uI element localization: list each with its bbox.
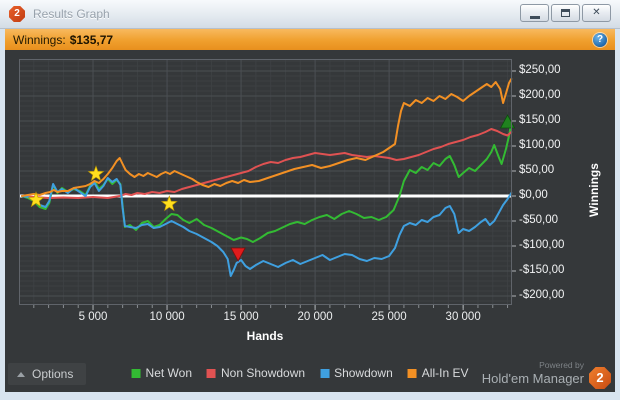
x-axis-tick-label: 20 000	[297, 311, 333, 323]
title-bar[interactable]: 2 Results Graph ✕	[0, 0, 620, 29]
options-label: Options	[32, 367, 74, 381]
legend-swatch	[407, 368, 417, 378]
star-marker	[87, 165, 105, 182]
y-axis-tick-label: $0,00	[519, 189, 548, 201]
legend-label: Net Won	[145, 366, 192, 380]
holdem-manager-logo-icon: 2	[589, 367, 611, 389]
y-axis-tick-label: -$150,00	[519, 264, 565, 276]
winnings-value: $135,77	[69, 32, 114, 47]
x-axis-tick-label: 30 000	[445, 311, 481, 323]
legend-label: Showdown	[334, 366, 393, 380]
x-axis-tick-label: 25 000	[371, 311, 407, 323]
series-non-showdown	[21, 128, 513, 199]
y-axis-title: Winnings	[587, 163, 601, 217]
window-title: Results Graph	[33, 7, 110, 21]
x-axis-tick-label: 10 000	[149, 311, 185, 323]
restore-button[interactable]	[551, 4, 580, 22]
legend-item-net-won: Net Won	[131, 366, 192, 380]
restore-icon	[561, 9, 570, 17]
x-axis-tick-label: 15 000	[223, 311, 259, 323]
minimize-button[interactable]	[520, 4, 549, 22]
legend-label: All-In EV	[421, 366, 469, 380]
y-axis-tick-label: -$50,00	[519, 214, 559, 226]
winnings-label: Winnings:	[13, 32, 66, 47]
legend-swatch	[320, 368, 330, 378]
y-axis-tick-label: $150,00	[519, 114, 561, 126]
options-button[interactable]: Options	[8, 363, 87, 385]
y-axis-tick-label: -$200,00	[519, 289, 565, 301]
powered-by-line1: Powered by	[539, 360, 584, 371]
x-axis-title: Hands	[246, 329, 284, 343]
help-icon[interactable]: ?	[593, 32, 607, 47]
series-all-in-ev	[21, 78, 513, 197]
star-marker	[27, 191, 45, 208]
minimize-icon	[529, 15, 540, 19]
legend-item-showdown: Showdown	[320, 366, 393, 380]
y-axis-tick-label: -$100,00	[519, 239, 565, 251]
powered-by: Powered by Hold'em Manager	[482, 360, 584, 387]
legend-swatch	[207, 368, 216, 378]
plot-border	[19, 59, 512, 305]
x-axis-tick-label: 5 000	[78, 311, 108, 323]
y-axis-tick-label: $50,00	[519, 164, 555, 176]
close-icon: ✕	[592, 7, 601, 18]
legend-label: Non Showdown	[221, 366, 306, 380]
legend-swatch	[131, 368, 141, 378]
series-showdown	[21, 177, 513, 277]
window-controls: ✕	[520, 4, 611, 22]
legend-item-all-in-ev: All-In EV	[407, 366, 469, 380]
y-axis-tick-label: $200,00	[519, 89, 561, 101]
star-marker	[160, 195, 178, 212]
app-logo-icon: 2	[9, 6, 25, 22]
powered-by-line2: Hold'em Manager	[481, 370, 584, 386]
y-axis-tick-label: $250,00	[519, 64, 561, 76]
chevron-up-icon	[17, 371, 25, 377]
y-axis-tick-label: $100,00	[519, 139, 561, 151]
legend-item-non-showdown: Non Showdown	[207, 366, 305, 380]
triangle-down-marker	[230, 247, 246, 262]
close-button[interactable]: ✕	[582, 4, 611, 22]
results-chart	[19, 59, 516, 310]
winnings-bar: Winnings: $135,77 ?	[5, 29, 615, 50]
chart-legend: Net Won Non Showdown Showdown All-In EV	[131, 366, 469, 380]
